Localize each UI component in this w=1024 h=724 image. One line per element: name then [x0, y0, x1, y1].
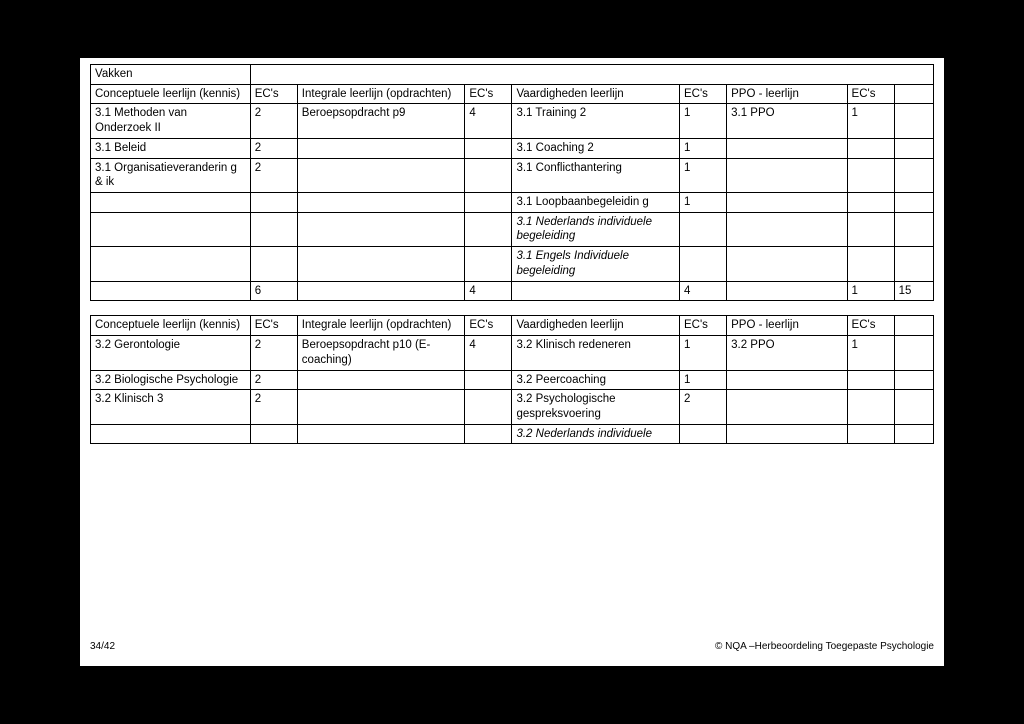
- table-row: 3.2 Nederlands individuele: [91, 424, 934, 444]
- col-header: Integrale leerlijn (opdrachten): [297, 84, 465, 104]
- page-footer: 34/42 © NQA –Herbeoordeling Toegepaste P…: [90, 641, 934, 652]
- col-header: Conceptuele leerlijn (kennis): [91, 316, 251, 336]
- table-row: 3.2 Klinisch 3 2 3.2 Psychologische gesp…: [91, 390, 934, 424]
- col-header: EC's: [465, 316, 512, 336]
- table-row: 3.2 Gerontologie 2 Beroepsopdracht p10 (…: [91, 336, 934, 370]
- vakken-row: Vakken: [91, 65, 934, 85]
- curriculum-table-1: Vakken Conceptuele leerlijn (kennis) EC'…: [90, 64, 934, 301]
- col-header: EC's: [680, 84, 727, 104]
- table-gap: [90, 301, 934, 315]
- page-number: 34/42: [90, 641, 115, 652]
- col-header: EC's: [847, 84, 894, 104]
- table-row: 3.1 Loopbaanbegeleidin g 1: [91, 193, 934, 213]
- page: Vakken Conceptuele leerlijn (kennis) EC'…: [80, 58, 944, 666]
- col-header: EC's: [680, 316, 727, 336]
- col-header: EC's: [250, 84, 297, 104]
- table-row: 3.2 Biologische Psychologie 2 3.2 Peerco…: [91, 370, 934, 390]
- table-row: 3.1 Engels Individuele begeleiding: [91, 247, 934, 281]
- col-header: Conceptuele leerlijn (kennis): [91, 84, 251, 104]
- table-row: 3.1 Methoden van Onderzoek II 2 Beroepso…: [91, 104, 934, 138]
- copyright-text: © NQA –Herbeoordeling Toegepaste Psychol…: [715, 641, 934, 652]
- table-row: 3.1 Organisatieveranderin g & ik 2 3.1 C…: [91, 158, 934, 192]
- col-header: EC's: [465, 84, 512, 104]
- vakken-label: Vakken: [91, 65, 251, 85]
- col-header: Vaardigheden leerlijn: [512, 316, 680, 336]
- header-row-1: Conceptuele leerlijn (kennis) EC's Integ…: [91, 84, 934, 104]
- col-header: Vaardigheden leerlijn: [512, 84, 680, 104]
- col-header: PPO - leerlijn: [727, 316, 847, 336]
- col-header: EC's: [847, 316, 894, 336]
- col-header: EC's: [250, 316, 297, 336]
- col-header: Integrale leerlijn (opdrachten): [297, 316, 465, 336]
- header-row-2: Conceptuele leerlijn (kennis) EC's Integ…: [91, 316, 934, 336]
- curriculum-table-2: Conceptuele leerlijn (kennis) EC's Integ…: [90, 315, 934, 444]
- table-row: 3.1 Beleid 2 3.1 Coaching 2 1: [91, 138, 934, 158]
- table-row: 3.1 Nederlands individuele begeleiding: [91, 212, 934, 246]
- col-header: PPO - leerlijn: [727, 84, 847, 104]
- totals-row: 6 4 4 1 15: [91, 281, 934, 301]
